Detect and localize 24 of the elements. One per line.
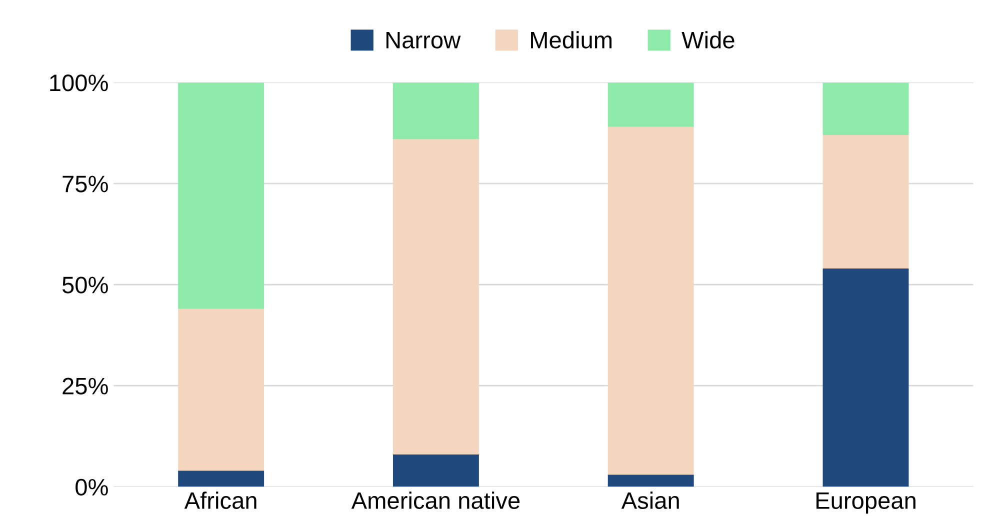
y-tick-label: 25%	[62, 378, 108, 394]
bar	[822, 268, 909, 487]
bar	[822, 82, 909, 136]
bar	[608, 126, 694, 475]
x-tick-label: Asian	[621, 492, 679, 509]
bar	[178, 82, 264, 309]
legend-label: Narrow	[386, 32, 461, 48]
y-tick-label: 50%	[62, 276, 108, 294]
y-tick-label: 0%	[76, 478, 108, 496]
bar	[178, 308, 264, 471]
x-tick-label: African	[184, 492, 256, 509]
bar	[178, 470, 264, 487]
legend-label: Wide	[682, 31, 734, 48]
bar	[392, 139, 479, 454]
x-tick-label: American native	[351, 492, 520, 509]
bar	[608, 82, 694, 127]
bar	[392, 82, 479, 140]
bar	[822, 135, 909, 268]
x-tick-label: European	[816, 492, 916, 514]
y-tick-label: 100%	[50, 74, 108, 92]
bar	[392, 454, 479, 487]
bar	[608, 474, 694, 487]
legend-label: Medium	[531, 31, 612, 48]
y-tick-label: 75%	[62, 176, 108, 192]
